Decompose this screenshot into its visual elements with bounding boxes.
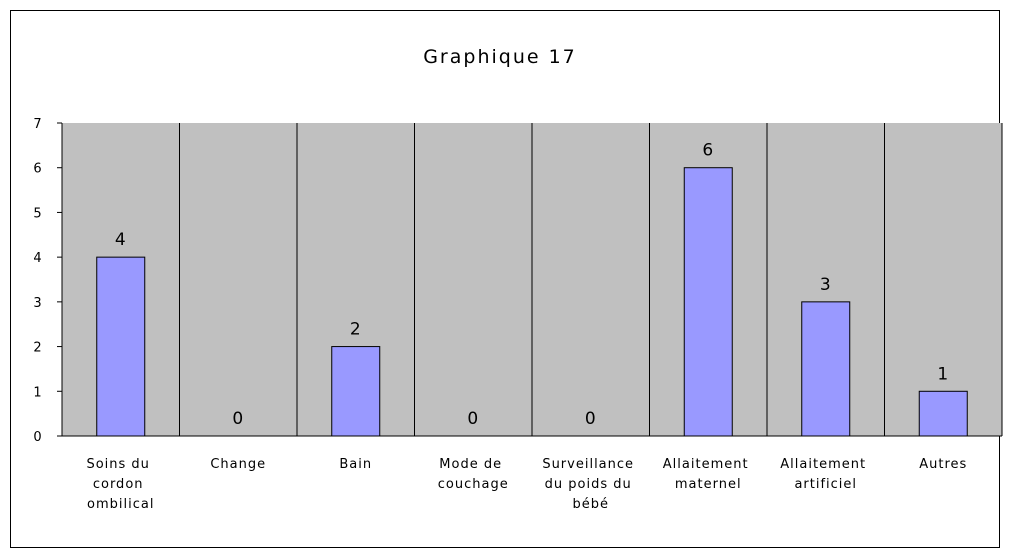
y-tick-label: 4 [33, 251, 42, 266]
bar [918, 390, 968, 437]
x-tick-label: Change [210, 457, 266, 472]
x-tick-label: Surveillance du poids du bébé [542, 457, 639, 512]
value-label: 6 [702, 141, 714, 161]
value-label: 3 [820, 275, 832, 295]
x-tick-label: Mode de couchage [438, 457, 509, 492]
value-label: 1 [937, 364, 949, 384]
y-tick-label: 5 [33, 206, 42, 221]
y-tick-label: 3 [33, 296, 42, 311]
y-tick-label: 6 [33, 162, 42, 177]
x-tick-label: Bain [339, 457, 372, 472]
value-label: 4 [115, 230, 127, 250]
x-tick-label: Autres [919, 457, 967, 472]
bar [331, 346, 381, 437]
value-label: 2 [350, 320, 362, 340]
x-tick-label: Soins du cordon ombilical [86, 457, 155, 512]
bar [683, 167, 733, 437]
y-tick-label: 2 [33, 341, 42, 356]
chart-title: Graphique 17 [423, 46, 577, 68]
value-label: 0 [585, 409, 597, 429]
bar [96, 256, 146, 437]
y-tick-label: 0 [33, 430, 42, 445]
bar [801, 301, 851, 437]
x-tick-label: Allaitement artificiel [780, 457, 871, 492]
y-tick-label: 1 [33, 385, 42, 400]
value-label: 0 [467, 409, 479, 429]
x-tick-label: Allaitement maternel [663, 457, 754, 492]
value-label: 0 [232, 409, 244, 429]
y-tick-label: 7 [33, 117, 42, 132]
